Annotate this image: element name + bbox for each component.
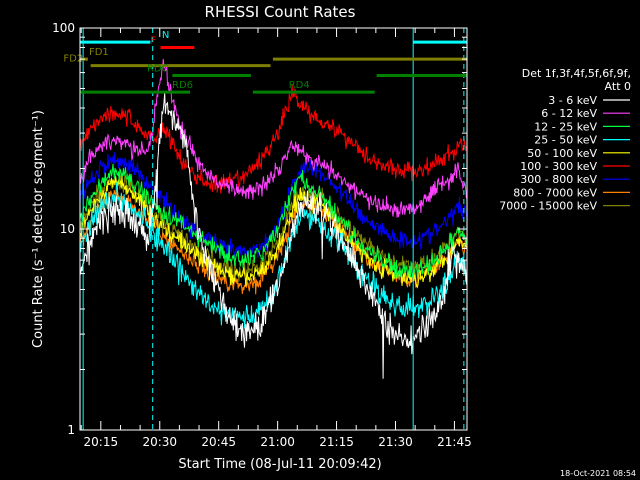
flag-label-f: F <box>150 35 156 46</box>
x-tick-label: 21:15 <box>319 435 354 449</box>
y-axis-label: Count Rate (s⁻¹ detector segment⁻¹) <box>31 110 46 348</box>
legend-label: 7000 - 15000 keV <box>499 200 597 213</box>
y-tick-label: 10 <box>60 222 75 236</box>
timestamp: 18-Oct-2021 08:54 <box>560 469 636 478</box>
legend-label: 100 - 300 keV <box>520 160 597 173</box>
x-tick-label: 21:45 <box>437 435 472 449</box>
legend-header-line: Att 0 <box>605 80 631 93</box>
series-line-12-25kev <box>80 164 467 280</box>
flag-label-rdc: RDC <box>147 64 169 75</box>
series-line-3-6kev <box>80 92 467 379</box>
legend-label: 25 - 50 keV <box>534 134 597 147</box>
series-line-50-100kev <box>80 175 467 289</box>
flag-label-rd4: RD4 <box>289 80 310 91</box>
legend-label: 3 - 6 keV <box>548 94 597 107</box>
series-line-6-12kev <box>80 58 467 218</box>
x-tick-label: 21:00 <box>260 435 295 449</box>
x-tick-label: 21:30 <box>378 435 413 449</box>
x-tick-label: 20:15 <box>84 435 119 449</box>
series-line-7000-15000kev <box>80 171 467 283</box>
y-tick-label: 1 <box>67 423 75 437</box>
flag-label-n: N <box>162 30 169 41</box>
x-tick-label: 20:45 <box>201 435 236 449</box>
legend-label: 12 - 25 keV <box>534 120 597 133</box>
flag-label-fd1: FD1 <box>89 47 109 58</box>
y-tick-label: 100 <box>52 21 75 35</box>
flag-label-rd6: RD6 <box>172 80 193 91</box>
legend-label: 800 - 7000 keV <box>513 186 597 199</box>
legend-label: 6 - 12 keV <box>541 107 597 120</box>
x-axis-label: Start Time (08-Jul-11 20:09:42) <box>178 457 381 472</box>
series-line-100-300kev <box>80 84 467 194</box>
x-tick-label: 20:30 <box>142 435 177 449</box>
legend-label: 50 - 100 keV <box>527 147 597 160</box>
chart-title: RHESSI Count Rates <box>205 3 356 21</box>
flag-label-fd2: FD2 <box>63 54 83 65</box>
legend-header-line: Det 1f,3f,4f,5f,6f,9f, <box>522 67 631 80</box>
legend-label: 300 - 800 keV <box>520 173 597 186</box>
